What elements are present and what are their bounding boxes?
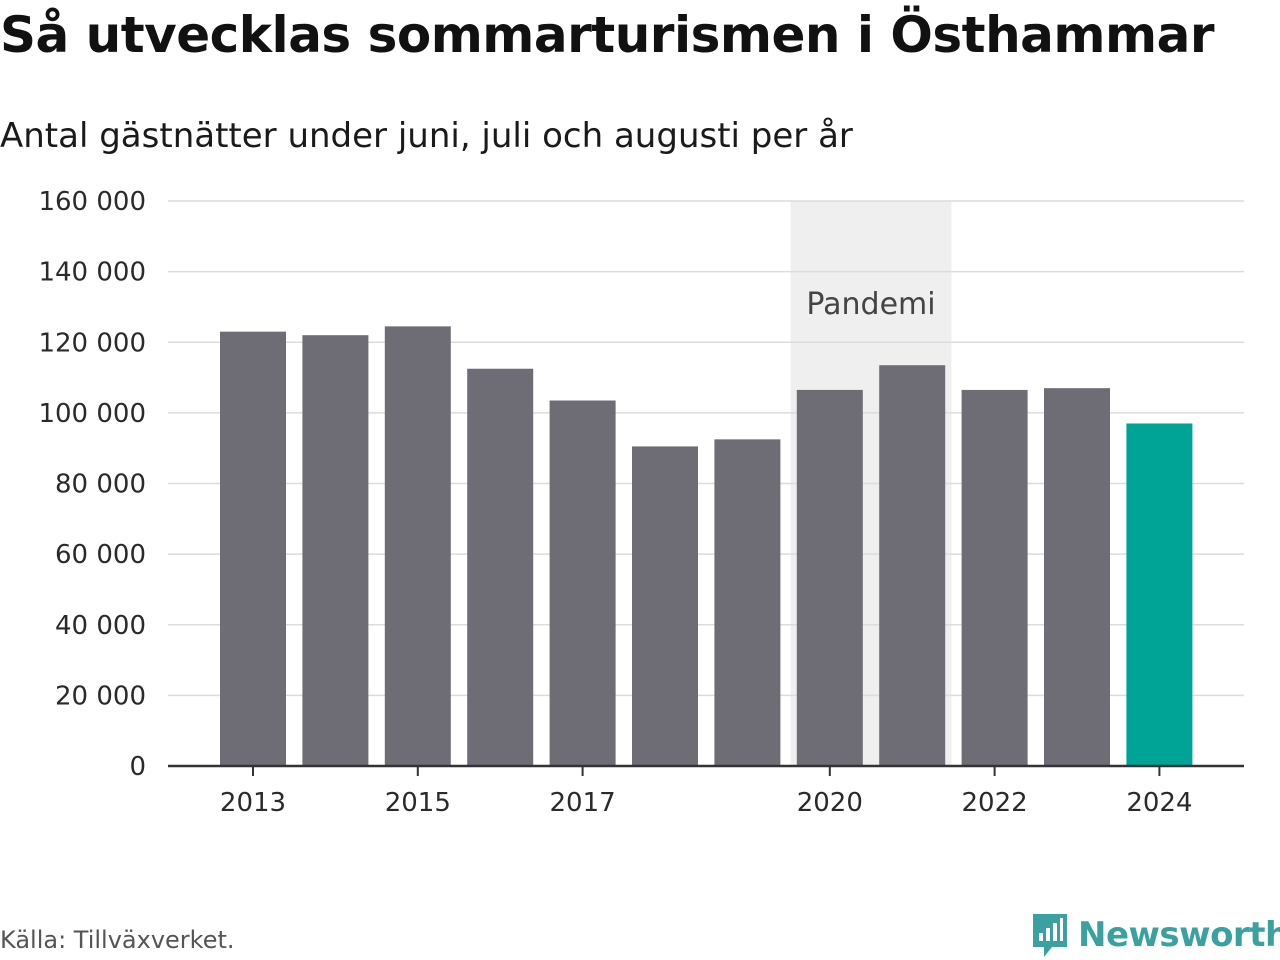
bar-chart: Pandemi 0 20 000 40 000 60 000 80 000 100 000…	[38, 187, 1244, 818]
newsworthy-logo: Newsworthy	[1030, 910, 1280, 960]
bar-2022	[961, 389, 1028, 766]
y-tick-label: 140 000	[38, 258, 146, 288]
chart-subtitle: Antal gästnätter under juni, juli och au…	[0, 116, 853, 156]
bar-2013	[220, 331, 286, 766]
bar-2020	[796, 389, 863, 766]
x-tick-label: 2015	[385, 788, 451, 818]
bar-2019	[714, 439, 781, 766]
axis-layer: 2013 2015 2017 2020 2022 2024	[168, 764, 1244, 818]
bar-2016	[467, 368, 534, 766]
bar-2014	[302, 335, 369, 766]
newsworthy-logo-icon	[1033, 914, 1067, 957]
bar-2018	[632, 446, 698, 766]
y-tick-label: 100 000	[38, 399, 146, 429]
y-tick-label: 0	[129, 752, 146, 782]
page-title: Så utvecklas sommarturismen i Östhammar	[0, 6, 1215, 64]
x-tick-label: 2024	[1126, 788, 1192, 818]
y-tick-label: 40 000	[55, 611, 146, 641]
source-note: Källa: Tillväxverket.	[0, 926, 235, 954]
y-tick-label: 160 000	[38, 187, 146, 217]
y-tick-label: 60 000	[55, 540, 146, 570]
bar-2023	[1044, 388, 1110, 766]
x-tick-label: 2017	[550, 788, 616, 818]
x-tick-label: 2020	[797, 788, 863, 818]
x-tick-label: 2022	[962, 788, 1028, 818]
y-tick-label: 120 000	[38, 328, 146, 358]
x-tick-label: 2013	[220, 788, 286, 818]
y-tick-label: 20 000	[55, 681, 146, 711]
pandemic-label: Pandemi	[806, 287, 935, 322]
bar-2017	[549, 400, 616, 766]
y-tick-label: 80 000	[55, 470, 146, 500]
bar-2021	[879, 365, 946, 766]
bar-2024	[1126, 423, 1193, 766]
bar-2015	[384, 326, 451, 766]
bar-layer	[220, 326, 1193, 766]
newsworthy-logo-text: Newsworthy	[1078, 915, 1280, 955]
